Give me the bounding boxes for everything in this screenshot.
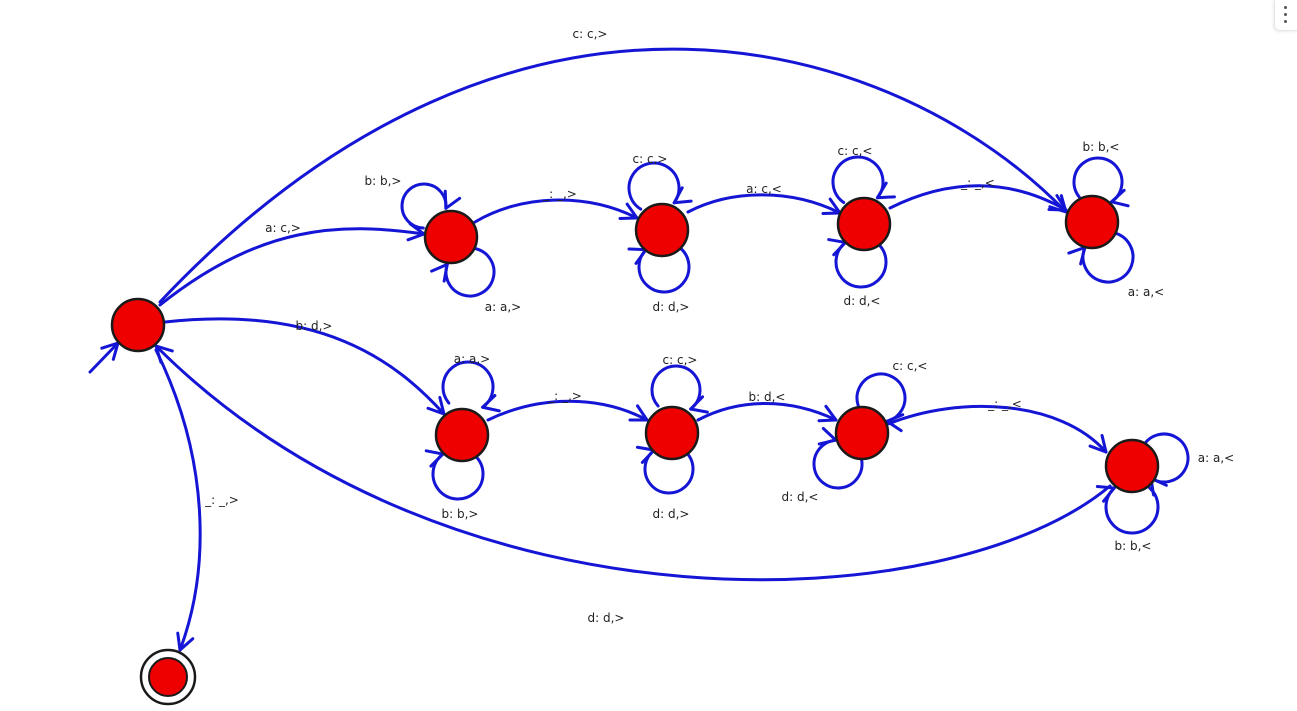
arrowhead-l-qA1-bot [430,262,449,283]
transition-label-t-q0-qA4: c: c,> [573,27,608,41]
self-loop-l-qB1-bot[interactable] [431,452,485,501]
transition-label-t-qB1-qB2: _: _,> [547,389,582,403]
transition-arrow-t-q0-qA1[interactable] [158,227,426,307]
state-node-qA4[interactable] [1064,194,1120,250]
loop-label-l-qA4-top: b: b,< [1083,140,1120,154]
loop-label-l-qA2-bot: d: d,> [653,300,690,314]
menu-dot-icon [1284,6,1287,9]
self-loop-l-qA3-top[interactable] [831,155,885,205]
self-loop-l-qA4-bot[interactable] [1081,231,1135,284]
self-loop-l-qA2-top[interactable] [627,161,681,211]
corner-menu-handle[interactable] [1274,0,1297,31]
arrowhead-l-qA1-top [443,189,462,210]
transition-arrow-t-q0-qB1[interactable] [163,317,446,416]
loop-label-l-qA1-top: b: b,> [365,174,402,188]
self-loop-l-qB4-right[interactable] [1141,432,1190,484]
transition-label-t-qB2-qB3: b: d,< [749,390,786,404]
arrowhead-l-qA3-top [875,181,896,200]
transition-arrow-t-qB4-q0[interactable] [154,344,1112,582]
transition-label-t-qB4-q0: d: d,> [588,611,625,625]
menu-dot-icon [1284,20,1287,23]
self-loop-l-qA1-top[interactable] [400,182,448,230]
arrowhead-l-qB1-bot [424,449,445,468]
self-loop-l-qB1-top[interactable] [441,360,495,409]
arrowhead-t-q0-qB1 [426,396,446,416]
arrowhead-l-qA4-top [1110,188,1130,208]
arrowhead-l-qB3-bot [817,427,838,446]
loop-label-l-qA3-top: c: c,< [838,144,873,158]
arrowhead-t-qA1-qA2 [618,202,639,220]
loop-label-l-qB1-top: a: a,> [454,352,490,366]
self-loop-l-qB2-bot[interactable] [643,448,695,495]
state-node-qB1[interactable] [434,407,490,463]
arrowhead-t-qB2-qB3 [817,404,838,423]
transition-label-t-qA3-qA4: _: _,< [960,176,995,190]
states-layer [110,194,1160,706]
loop-label-l-qB4-right: a: a,< [1198,451,1234,465]
edges-layer [88,47,1190,652]
labels-layer: c: c,> a: c,> _: _,> a: c,< _: _,< b: d,> _: _… [204,27,1234,625]
arrowhead-l-qA3-bot [827,238,847,257]
arrowhead-t-qA3-qA4 [1047,194,1068,212]
transition-arrow-t-q0-qA4[interactable] [158,47,1068,304]
arrowhead-l-qB4-bot [1095,484,1116,503]
loop-label-l-qB2-bot: d: d,> [653,507,690,521]
loop-label-l-qA1-bot: a: a,> [485,300,521,314]
arrowhead-t-qB1-qB2 [628,404,649,422]
transition-arrow-t-qB1-qB2[interactable] [486,399,649,422]
transition-arrow-t-qA1-qA2[interactable] [473,198,639,224]
arrowhead-l-qB2-top [689,395,709,414]
self-loop-l-qB3-top[interactable] [855,372,907,423]
transition-label-t-qA2-qA3: a: c,< [746,182,782,196]
self-loop-l-qA4-top[interactable] [1072,156,1124,204]
self-loop-l-qB4-bot[interactable] [1104,486,1160,535]
transition-arrow-t-qB2-qB3[interactable] [696,402,838,422]
loop-label-l-qA4-bot: a: a,< [1128,285,1164,299]
transition-label-t-q0-qF: _: _,> [204,493,239,507]
accept-state-qF[interactable] [148,657,188,697]
arrowhead-t-qB3-qB4 [1088,433,1108,454]
arrowhead-l-qB3-top [885,413,905,433]
transition-label-t-qA1-qA2: _: _,> [542,187,577,201]
loop-label-l-qB3-bot: d: d,< [782,490,819,504]
transition-arrow-t-qA2-qA3[interactable] [686,193,842,215]
loop-label-l-qB4-bot: b: b,< [1115,539,1152,553]
self-loop-l-qB2-top[interactable] [650,364,702,411]
arrowhead-l-qA2-top [672,186,693,205]
loop-label-l-qB1-bot: b: b,> [442,507,479,521]
self-loop-l-qB3-bot[interactable] [812,438,864,490]
self-loop-l-qA1-bot[interactable] [444,247,496,298]
self-loop-l-qA2-bot[interactable] [637,246,691,294]
state-node-qA3[interactable] [836,196,892,252]
state-node-qB2[interactable] [644,405,700,461]
transition-label-t-q0-qB1: b: d,> [296,319,333,333]
transition-label-t-q0-qA1: a: c,> [265,221,301,235]
arrowhead-l-qB1-top [481,393,501,413]
transition-arrow-t-qB3-qB4[interactable] [886,404,1108,454]
menu-dot-icon [1284,13,1287,16]
state-node-qB3[interactable] [834,405,890,461]
start-arrow [88,341,120,374]
loop-label-l-qB3-top: c: c,< [893,359,928,373]
transition-label-t-qB3-qB4: _: _,< [987,397,1022,411]
start-state-q0[interactable] [110,297,166,353]
loop-label-l-qB2-top: c: c,> [663,353,698,367]
state-node-qB4[interactable] [1104,438,1160,494]
arrowhead-l-qA2-bot [627,247,648,265]
transition-arrow-t-q0-qF[interactable] [154,348,202,652]
transition-arrow-t-qA3-qA4[interactable] [888,184,1068,212]
self-loop-l-qA3-bot[interactable] [834,240,888,289]
state-node-qA1[interactable] [423,209,479,265]
loop-label-l-qA3-bot: d: d,< [844,294,881,308]
arrowhead-t-q0-qF [176,631,195,652]
loop-label-l-qA2-top: c: c,> [633,152,668,166]
state-node-qA2[interactable] [634,202,690,258]
